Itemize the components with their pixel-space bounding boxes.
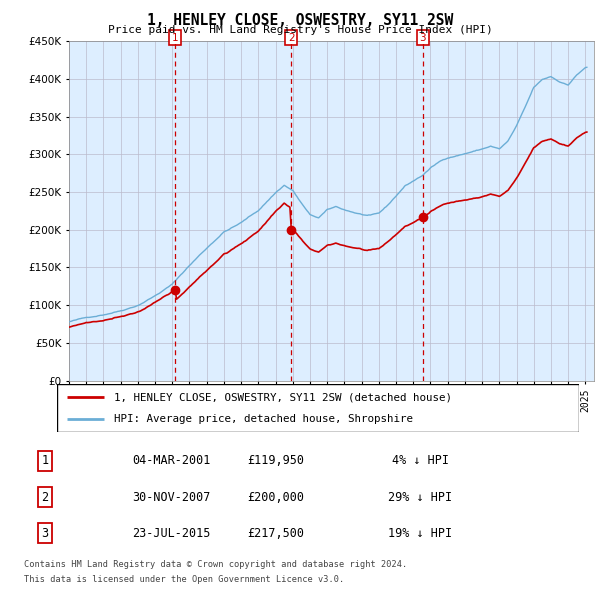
- Text: Contains HM Land Registry data © Crown copyright and database right 2024.: Contains HM Land Registry data © Crown c…: [24, 560, 407, 569]
- Text: £217,500: £217,500: [248, 527, 305, 540]
- Text: 2: 2: [288, 32, 295, 42]
- Text: 3: 3: [419, 32, 426, 42]
- Text: This data is licensed under the Open Government Licence v3.0.: This data is licensed under the Open Gov…: [24, 575, 344, 584]
- Text: 4% ↓ HPI: 4% ↓ HPI: [392, 454, 449, 467]
- Text: 30-NOV-2007: 30-NOV-2007: [132, 490, 211, 504]
- Text: Price paid vs. HM Land Registry's House Price Index (HPI): Price paid vs. HM Land Registry's House …: [107, 25, 493, 35]
- Text: 1: 1: [172, 32, 179, 42]
- Text: £119,950: £119,950: [248, 454, 305, 467]
- Text: 1, HENLEY CLOSE, OSWESTRY, SY11 2SW: 1, HENLEY CLOSE, OSWESTRY, SY11 2SW: [147, 13, 453, 28]
- Text: HPI: Average price, detached house, Shropshire: HPI: Average price, detached house, Shro…: [115, 414, 413, 424]
- Text: £200,000: £200,000: [248, 490, 305, 504]
- Text: 29% ↓ HPI: 29% ↓ HPI: [388, 490, 452, 504]
- Text: 3: 3: [41, 527, 49, 540]
- Text: 04-MAR-2001: 04-MAR-2001: [132, 454, 211, 467]
- Text: 1: 1: [41, 454, 49, 467]
- Text: 2: 2: [41, 490, 49, 504]
- Text: 19% ↓ HPI: 19% ↓ HPI: [388, 527, 452, 540]
- Text: 1, HENLEY CLOSE, OSWESTRY, SY11 2SW (detached house): 1, HENLEY CLOSE, OSWESTRY, SY11 2SW (det…: [115, 392, 452, 402]
- Text: 23-JUL-2015: 23-JUL-2015: [132, 527, 211, 540]
